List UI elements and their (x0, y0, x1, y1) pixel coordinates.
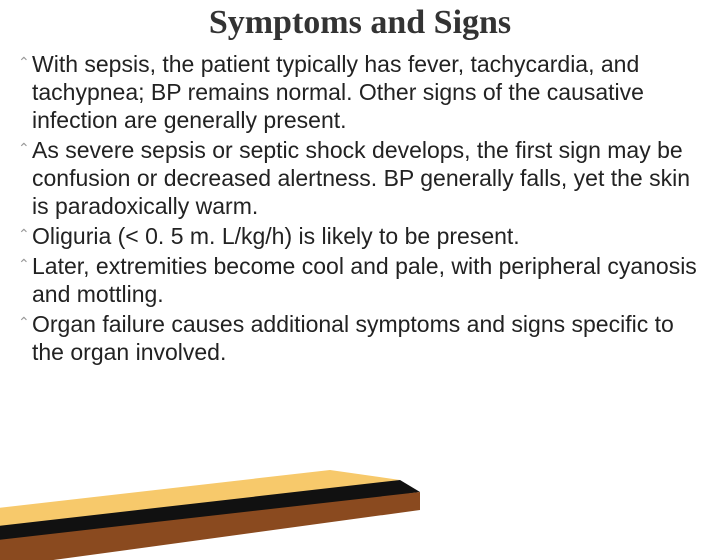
list-item: ⌃Later, extremities become cool and pale… (18, 252, 710, 308)
stripe-2 (0, 480, 420, 552)
bullet-icon: ⌃ (18, 222, 32, 243)
stripe-3 (0, 492, 420, 560)
list-item-text: Oliguria (< 0. 5 m. L/kg/h) is likely to… (32, 222, 710, 250)
stripe-1 (0, 470, 400, 544)
slide-title: Symptoms and Signs (0, 0, 720, 50)
corner-stripes (0, 470, 420, 560)
list-item: ⌃With sepsis, the patient typically has … (18, 50, 710, 134)
list-item: ⌃Oliguria (< 0. 5 m. L/kg/h) is likely t… (18, 222, 710, 250)
list-item-text: Organ failure causes additional symptoms… (32, 310, 710, 366)
list-item: ⌃As severe sepsis or septic shock develo… (18, 136, 710, 220)
bullet-icon: ⌃ (18, 50, 32, 71)
list-item: ⌃Organ failure causes additional symptom… (18, 310, 710, 366)
bullet-list: ⌃With sepsis, the patient typically has … (0, 50, 720, 367)
bullet-icon: ⌃ (18, 252, 32, 273)
bullet-icon: ⌃ (18, 310, 32, 331)
bullet-icon: ⌃ (18, 136, 32, 157)
list-item-text: As severe sepsis or septic shock develop… (32, 136, 710, 220)
list-item-text: Later, extremities become cool and pale,… (32, 252, 710, 308)
list-item-text: With sepsis, the patient typically has f… (32, 50, 710, 134)
